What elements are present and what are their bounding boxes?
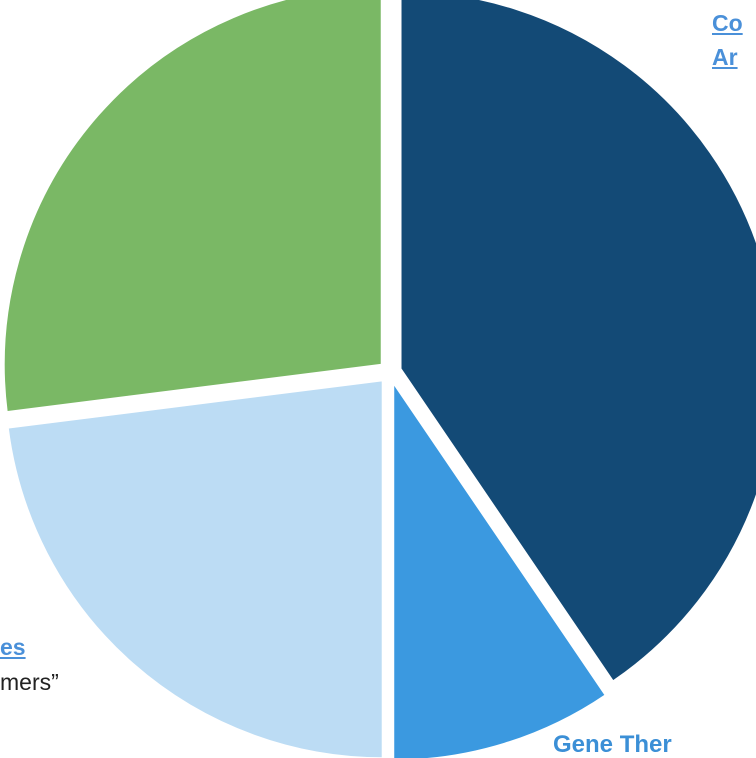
label-left-sub: mers”	[0, 669, 59, 695]
pie-slice-3[interactable]	[6, 379, 384, 758]
pie-slice-2[interactable]	[392, 379, 608, 758]
label-left-heading[interactable]: es	[0, 634, 26, 660]
pie-slice-1[interactable]	[399, 0, 756, 683]
label-top-right-line1[interactable]: Co	[712, 10, 743, 36]
label-bottom: Gene Ther	[553, 731, 672, 758]
label-top-right-line2[interactable]: Ar	[712, 44, 738, 70]
pie-slice-4[interactable]	[2, 0, 383, 414]
